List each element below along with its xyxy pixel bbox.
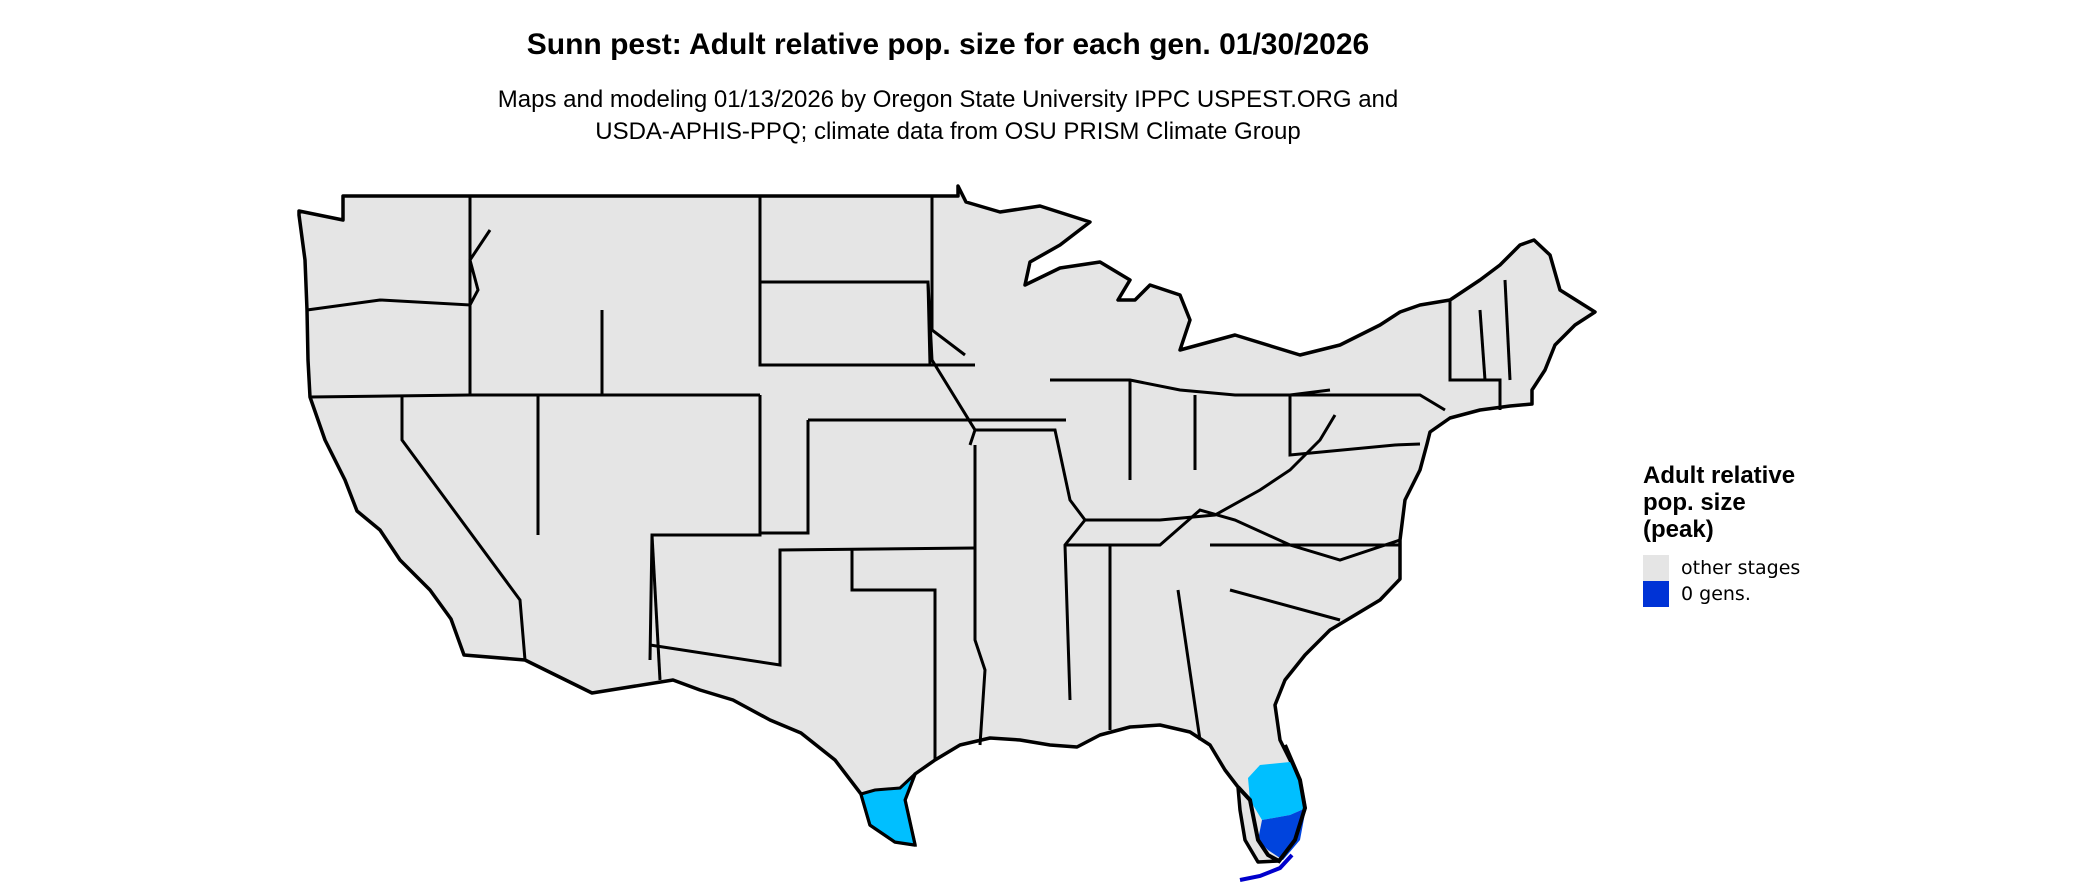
legend-item-other-stages: other stages — [1643, 555, 1843, 581]
legend-title-line: pop. size — [1643, 489, 1746, 516]
legend-swatch — [1643, 581, 1669, 607]
legend-title: Adult relative pop. size (peak) — [1643, 462, 1843, 543]
legend-item-0-gens: 0 gens. — [1643, 581, 1843, 607]
legend-title-line: Adult relative — [1643, 462, 1796, 489]
legend-swatch — [1643, 555, 1669, 581]
subtitle-line-2: USDA-APHIS-PPQ; climate data from OSU PR… — [595, 118, 1301, 145]
florida-mid-blue-region — [1258, 808, 1306, 860]
legend: Adult relative pop. size (peak) other st… — [1643, 462, 1843, 607]
state-borders — [306, 196, 1512, 760]
florida-outline — [1236, 744, 1308, 864]
map-subtitle: Maps and modeling 01/13/2026 by Oregon S… — [0, 84, 1896, 148]
legend-title-line: (peak) — [1643, 516, 1714, 543]
map-title: Sunn pest: Adult relative pop. size for … — [526, 28, 1370, 61]
florida-light-blue-region — [1248, 762, 1306, 820]
texas-blue-region — [859, 772, 917, 847]
legend-label: other stages — [1681, 557, 1801, 579]
legend-label: 0 gens. — [1681, 583, 1751, 605]
florida-keys — [1239, 853, 1294, 882]
us-land — [297, 184, 1597, 864]
subtitle-line-1: Maps and modeling 01/13/2026 by Oregon S… — [497, 86, 1399, 113]
